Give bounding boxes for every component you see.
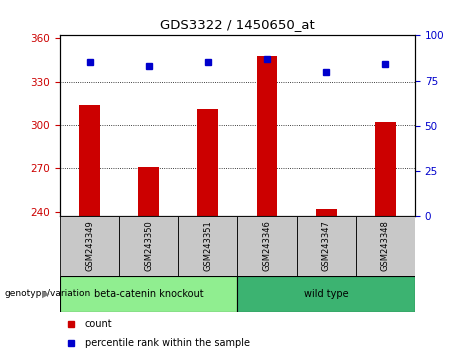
Text: GSM243347: GSM243347 [322,221,331,272]
Bar [197,109,218,216]
Bar [138,167,159,216]
Bar [296,216,356,276]
Bar [375,122,396,216]
Bar [316,209,337,216]
Text: percentile rank within the sample: percentile rank within the sample [85,338,250,348]
Text: ▶: ▶ [42,289,50,299]
Text: GSM243346: GSM243346 [262,221,272,272]
Bar [237,216,296,276]
Text: beta-catenin knockout: beta-catenin knockout [94,289,203,299]
Bar [178,216,237,276]
Text: GSM243349: GSM243349 [85,221,94,272]
Bar [60,276,237,312]
Bar [257,56,278,216]
Text: GSM243350: GSM243350 [144,221,153,272]
Bar [79,105,100,216]
Bar [237,276,415,312]
Text: GSM243351: GSM243351 [203,221,213,272]
Bar [60,216,119,276]
Text: wild type: wild type [304,289,349,299]
Text: GSM243348: GSM243348 [381,221,390,272]
Title: GDS3322 / 1450650_at: GDS3322 / 1450650_at [160,18,315,32]
Bar [356,216,415,276]
Text: count: count [85,319,112,329]
Bar [119,216,178,276]
Text: genotype/variation: genotype/variation [5,289,91,298]
